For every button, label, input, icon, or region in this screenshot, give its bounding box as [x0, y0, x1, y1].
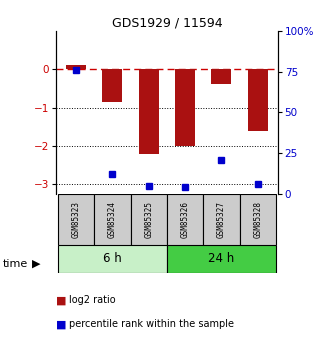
Bar: [66, 65, 86, 69]
Text: 24 h: 24 h: [208, 252, 235, 265]
Text: GSM85328: GSM85328: [253, 201, 262, 238]
Bar: [139, 69, 159, 154]
Text: GSM85325: GSM85325: [144, 201, 153, 238]
Bar: [102, 69, 122, 102]
Text: percentile rank within the sample: percentile rank within the sample: [69, 319, 234, 329]
Bar: [58, 245, 167, 273]
Text: GSM85323: GSM85323: [72, 201, 81, 238]
Bar: [58, 194, 94, 245]
Bar: [175, 69, 195, 146]
Text: GSM85327: GSM85327: [217, 201, 226, 238]
Bar: [239, 194, 276, 245]
Text: GSM85324: GSM85324: [108, 201, 117, 238]
Text: ▶: ▶: [32, 259, 40, 269]
Bar: [248, 69, 268, 130]
Bar: [94, 194, 131, 245]
Bar: [212, 69, 231, 84]
Bar: [131, 194, 167, 245]
Text: 6 h: 6 h: [103, 252, 122, 265]
Bar: [203, 194, 239, 245]
Title: GDS1929 / 11594: GDS1929 / 11594: [112, 17, 222, 30]
Text: ■: ■: [56, 319, 67, 329]
Bar: [167, 245, 276, 273]
Text: log2 ratio: log2 ratio: [69, 295, 116, 305]
Text: ■: ■: [56, 295, 67, 305]
Bar: [167, 194, 203, 245]
Text: time: time: [3, 259, 29, 269]
Text: GSM85326: GSM85326: [181, 201, 190, 238]
